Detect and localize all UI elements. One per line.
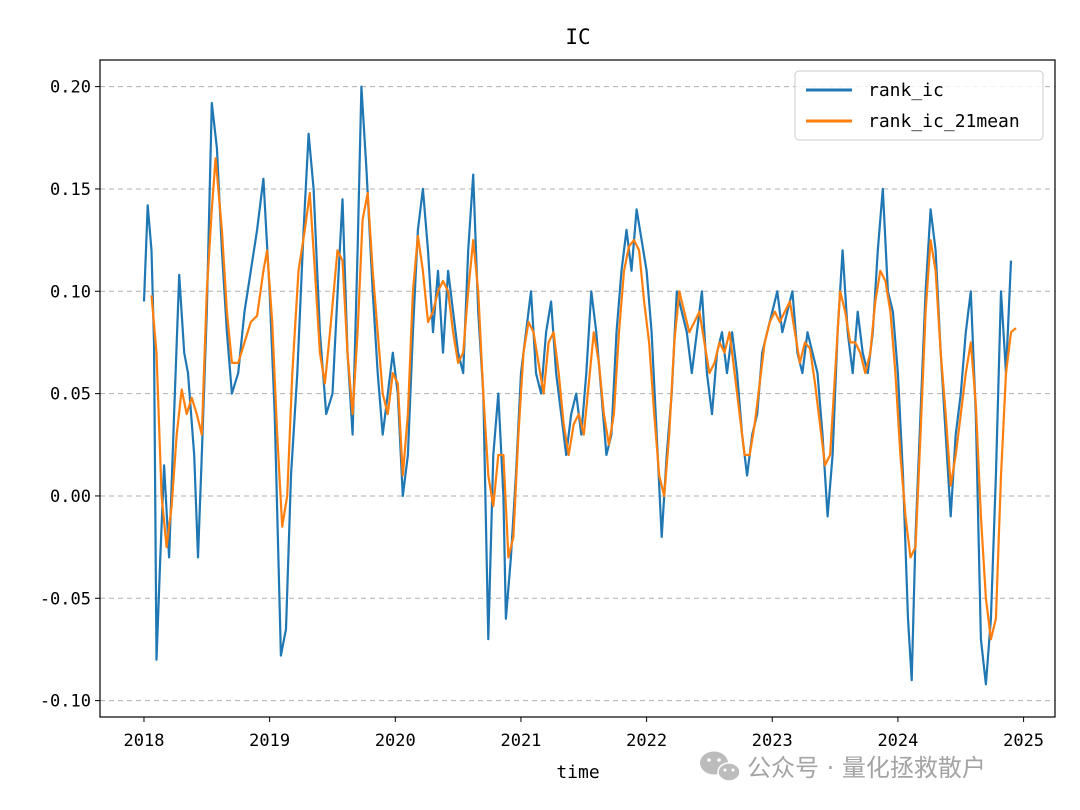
x-tick-label: 2022 xyxy=(626,731,667,751)
x-axis-ticks: 2018 2019 2020 2021 2022 2023 2024 2025 xyxy=(124,717,1044,751)
y-tick-label: 0.10 xyxy=(50,282,91,302)
watermark: 公众号 · 量化拯救散户 xyxy=(700,751,986,782)
chart-title: IC xyxy=(565,25,590,49)
legend-label-rank-ic-21mean: rank_ic_21mean xyxy=(868,111,1020,132)
x-tick-label: 2023 xyxy=(752,731,793,751)
legend-label-rank-ic: rank_ic xyxy=(868,80,944,101)
x-tick-label: 2020 xyxy=(375,731,416,751)
y-tick-label: 0.05 xyxy=(50,385,91,405)
x-tick-label: 2024 xyxy=(877,731,918,751)
x-axis-label: time xyxy=(556,762,599,783)
x-tick-label: 2019 xyxy=(249,731,290,751)
y-tick-label: 0.20 xyxy=(50,78,91,98)
series-lines xyxy=(142,85,1017,686)
y-tick-label: -0.10 xyxy=(40,692,91,712)
watermark-text: 公众号 · 量化拯救散户 xyxy=(747,754,986,782)
plot-frame xyxy=(99,59,1056,718)
legend-box xyxy=(794,70,1044,141)
wechat-icon xyxy=(700,751,741,782)
x-tick-label: 2025 xyxy=(1003,731,1044,751)
x-tick-label: 2021 xyxy=(500,731,541,751)
y-tick-label: -0.05 xyxy=(40,589,91,609)
y-tick-label: 0.00 xyxy=(50,487,91,507)
x-tick-label: 2018 xyxy=(124,731,165,751)
y-axis-ticks: -0.10 -0.05 0.00 0.05 0.10 0.15 0.20 xyxy=(40,78,100,712)
legend: rank_ic rank_ic_21mean xyxy=(794,70,1044,141)
y-tick-label: 0.15 xyxy=(50,180,91,200)
series-line-rank-ic-21mean xyxy=(150,157,1017,641)
